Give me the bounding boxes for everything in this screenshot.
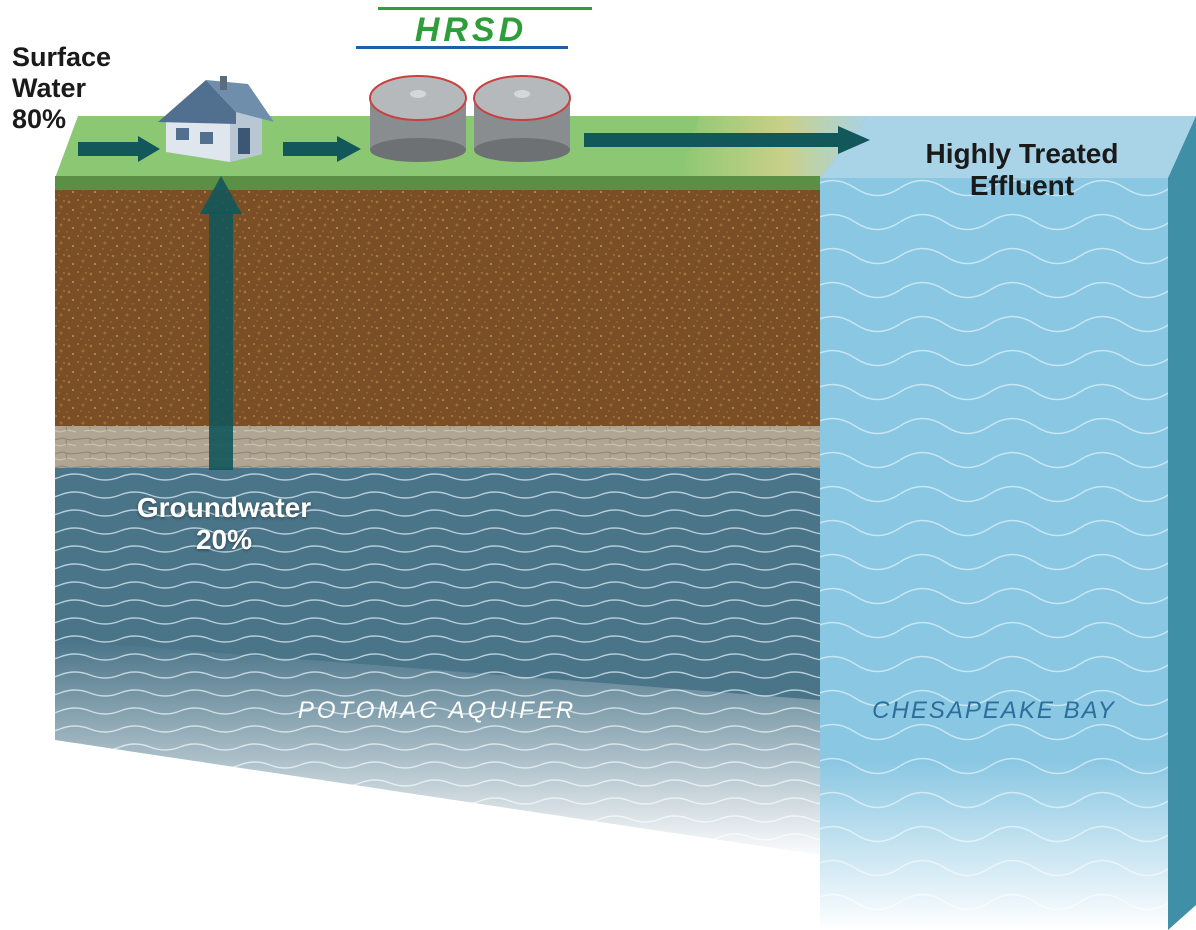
surface-water-label: Surface Water 80% bbox=[12, 42, 111, 135]
flow-arrow-icon bbox=[78, 136, 160, 162]
flow-arrow-icon bbox=[584, 126, 870, 154]
aquifer-fade bbox=[55, 640, 820, 860]
hrsd-logo-text: HRSD bbox=[415, 11, 527, 49]
soil-layer bbox=[55, 190, 820, 426]
clay-layer bbox=[55, 426, 820, 468]
treatment-tank-icon bbox=[369, 75, 467, 162]
flow-arrow-icon bbox=[283, 136, 361, 162]
groundwater-line1: Groundwater bbox=[136, 492, 312, 523]
bay-label: CHESAPEAKE BAY bbox=[872, 697, 1116, 724]
groundwater-label: Groundwater 20% bbox=[110, 492, 338, 556]
aquifer-label: POTOMAC AQUIFER bbox=[298, 697, 576, 724]
house-icon bbox=[158, 76, 274, 162]
bay-surface bbox=[820, 116, 1196, 178]
surface-water-line1: Surface bbox=[12, 42, 112, 72]
hrsd-logo: HRSD bbox=[356, 7, 592, 49]
treatment-tank-icon bbox=[473, 75, 571, 162]
effluent-line1: Highly Treated bbox=[925, 138, 1119, 169]
effluent-line2: Effluent bbox=[969, 170, 1075, 201]
effluent-label: Highly Treated Effluent bbox=[890, 138, 1154, 202]
groundwater-percent: 20% bbox=[195, 524, 253, 555]
surface-water-percent: 80% bbox=[12, 104, 67, 134]
grass-edge bbox=[55, 176, 820, 190]
groundwater-arrow bbox=[200, 176, 242, 470]
surface-water-line2: Water bbox=[12, 73, 87, 103]
bay-side bbox=[1168, 116, 1196, 930]
bay-fade bbox=[820, 760, 1168, 930]
